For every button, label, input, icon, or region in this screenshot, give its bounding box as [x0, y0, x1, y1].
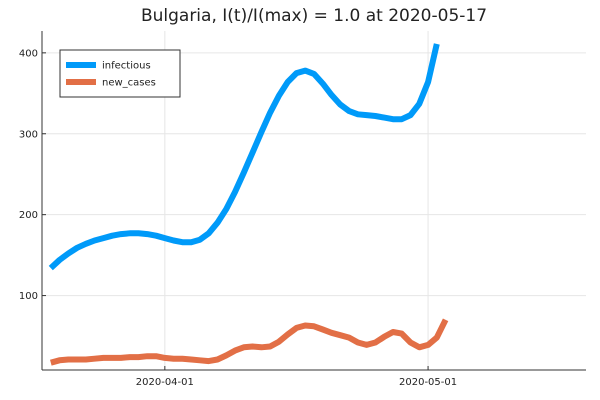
x-tick-label: 2020-04-01 — [136, 377, 194, 388]
legend-box — [59, 49, 181, 98]
legend-label-new-cases: new_cases — [102, 78, 156, 89]
axis-layer: 2020-04-01 2020-05-01 100 200 300 400 — [19, 31, 586, 388]
y-tick-label: 200 — [19, 210, 38, 221]
legend-label-infectious: infectious — [102, 61, 151, 72]
y-tick-label: 400 — [19, 48, 38, 59]
y-tick-label: 100 — [19, 291, 38, 302]
series-line-infectious — [48, 43, 440, 271]
series-line-new-cases — [50, 318, 449, 366]
x-tick-label: 2020-05-01 — [399, 377, 457, 388]
series-layer — [48, 43, 449, 366]
y-tick-label: 300 — [19, 129, 38, 140]
chart-title: Bulgaria, I(t)/I(max) = 1.0 at 2020-05-1… — [141, 6, 487, 26]
legend: infectious new_cases — [59, 49, 181, 98]
